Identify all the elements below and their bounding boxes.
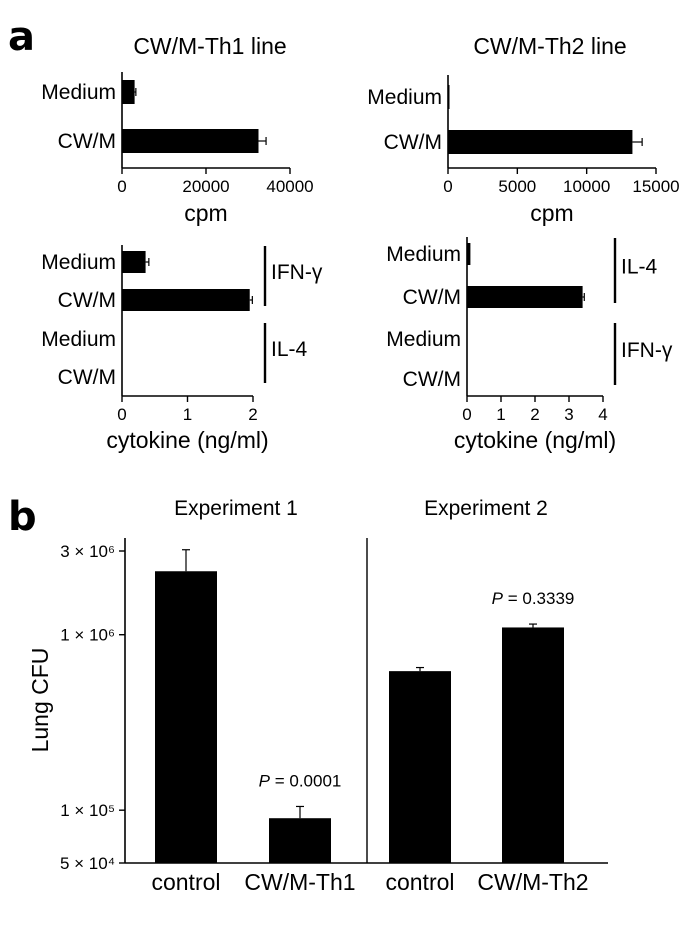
- chart-th2-proliferation: CW/M-Th2 line 0 5000 10000 15000 Medium CW/M cp…: [367, 33, 679, 226]
- x-tick-label: CW/M-Th1: [244, 869, 355, 895]
- p-value-annotation: P = 0.0001: [259, 771, 342, 790]
- y-tick-label: 1 × 10⁶: [60, 626, 115, 645]
- x-tick-label: 4: [598, 405, 607, 424]
- x-tick-label: CW/M-Th2: [477, 869, 588, 895]
- bar: [448, 85, 450, 109]
- category-label: Medium: [367, 86, 442, 109]
- category-label: CW/M: [58, 289, 116, 312]
- bar: [389, 671, 451, 863]
- bar: [122, 289, 250, 311]
- x-tick-label: control: [151, 869, 220, 895]
- category-label: CW/M: [384, 131, 442, 154]
- x-tick-label: 0: [443, 177, 452, 196]
- x-axis-label: cytokine (ng/ml): [454, 427, 616, 453]
- panel-label-b: b: [8, 494, 37, 540]
- category-label: Medium: [386, 243, 461, 266]
- category-label: CW/M: [403, 286, 461, 309]
- category-label: CW/M: [58, 366, 116, 389]
- group-label: IL-4: [621, 256, 658, 279]
- x-tick-label: 3: [564, 405, 573, 424]
- bar: [122, 129, 259, 153]
- p-symbol: P: [259, 771, 271, 790]
- chart-lung-cfu: 3 × 10⁶ 1 × 10⁶ 1 × 10⁵ 5 × 10⁴ Lung CFU Expe…: [27, 497, 608, 895]
- panel-label-a: a: [8, 14, 35, 60]
- group-label: IFN-γ: [621, 339, 673, 362]
- y-tick-label: 1 × 10⁵: [60, 801, 115, 820]
- bar: [269, 818, 331, 863]
- y-tick-label: 5 × 10⁴: [60, 854, 115, 873]
- x-tick-label: 5000: [498, 177, 536, 196]
- category-label: Medium: [41, 251, 116, 274]
- x-tick-label: 10000: [563, 177, 610, 196]
- bar: [467, 286, 583, 308]
- bar: [122, 80, 135, 104]
- chart-th2-cytokine: 0 1 2 3 4 Medium CW/M Medium CW/M IL-4 IFN-γ cytoki…: [386, 237, 673, 453]
- experiment-label: Experiment 2: [424, 497, 548, 520]
- group-label: IL-4: [271, 338, 308, 361]
- chart-title: CW/M-Th1 line: [133, 33, 286, 59]
- category-label: CW/M: [403, 368, 461, 391]
- y-axis-label: Lung CFU: [27, 648, 53, 753]
- chart-th1-proliferation: CW/M-Th1 line 0 20000 40000 Medium CW/M cpm: [41, 33, 313, 226]
- x-tick-label: 1: [496, 405, 505, 424]
- p-value: = 0.3339: [503, 589, 574, 608]
- p-value-annotation: P = 0.3339: [492, 589, 575, 608]
- bar: [467, 243, 471, 265]
- y-tick-label: 3 × 10⁶: [60, 542, 115, 561]
- group-label: IFN-γ: [271, 261, 323, 284]
- x-tick-label: 0: [117, 405, 126, 424]
- bar: [502, 627, 564, 863]
- x-tick-label: 0: [462, 405, 471, 424]
- x-tick-label: 15000: [632, 177, 679, 196]
- x-axis-label: cpm: [530, 200, 573, 226]
- x-axis-label: cytokine (ng/ml): [106, 427, 268, 453]
- p-symbol: P: [492, 589, 504, 608]
- x-tick-label: 2: [530, 405, 539, 424]
- x-tick-label: 0: [117, 177, 126, 196]
- x-tick-label: 2: [248, 405, 257, 424]
- chart-th1-cytokine: 0 1 2 Medium CW/M Medium CW/M IFN-γ IL-4 cytokine…: [41, 245, 323, 453]
- category-label: Medium: [41, 328, 116, 351]
- category-label: CW/M: [58, 130, 116, 153]
- p-value: = 0.0001: [270, 771, 341, 790]
- experiment-label: Experiment 1: [174, 497, 298, 520]
- x-tick-label: control: [385, 869, 454, 895]
- bar: [155, 571, 217, 863]
- x-axis-label: cpm: [184, 200, 227, 226]
- category-label: Medium: [41, 81, 116, 104]
- x-tick-label: 1: [183, 405, 192, 424]
- category-label: Medium: [386, 328, 461, 351]
- bar: [448, 130, 633, 154]
- x-tick-label: 40000: [266, 177, 313, 196]
- bar: [122, 251, 146, 273]
- chart-title: CW/M-Th2 line: [473, 33, 626, 59]
- x-tick-label: 20000: [182, 177, 229, 196]
